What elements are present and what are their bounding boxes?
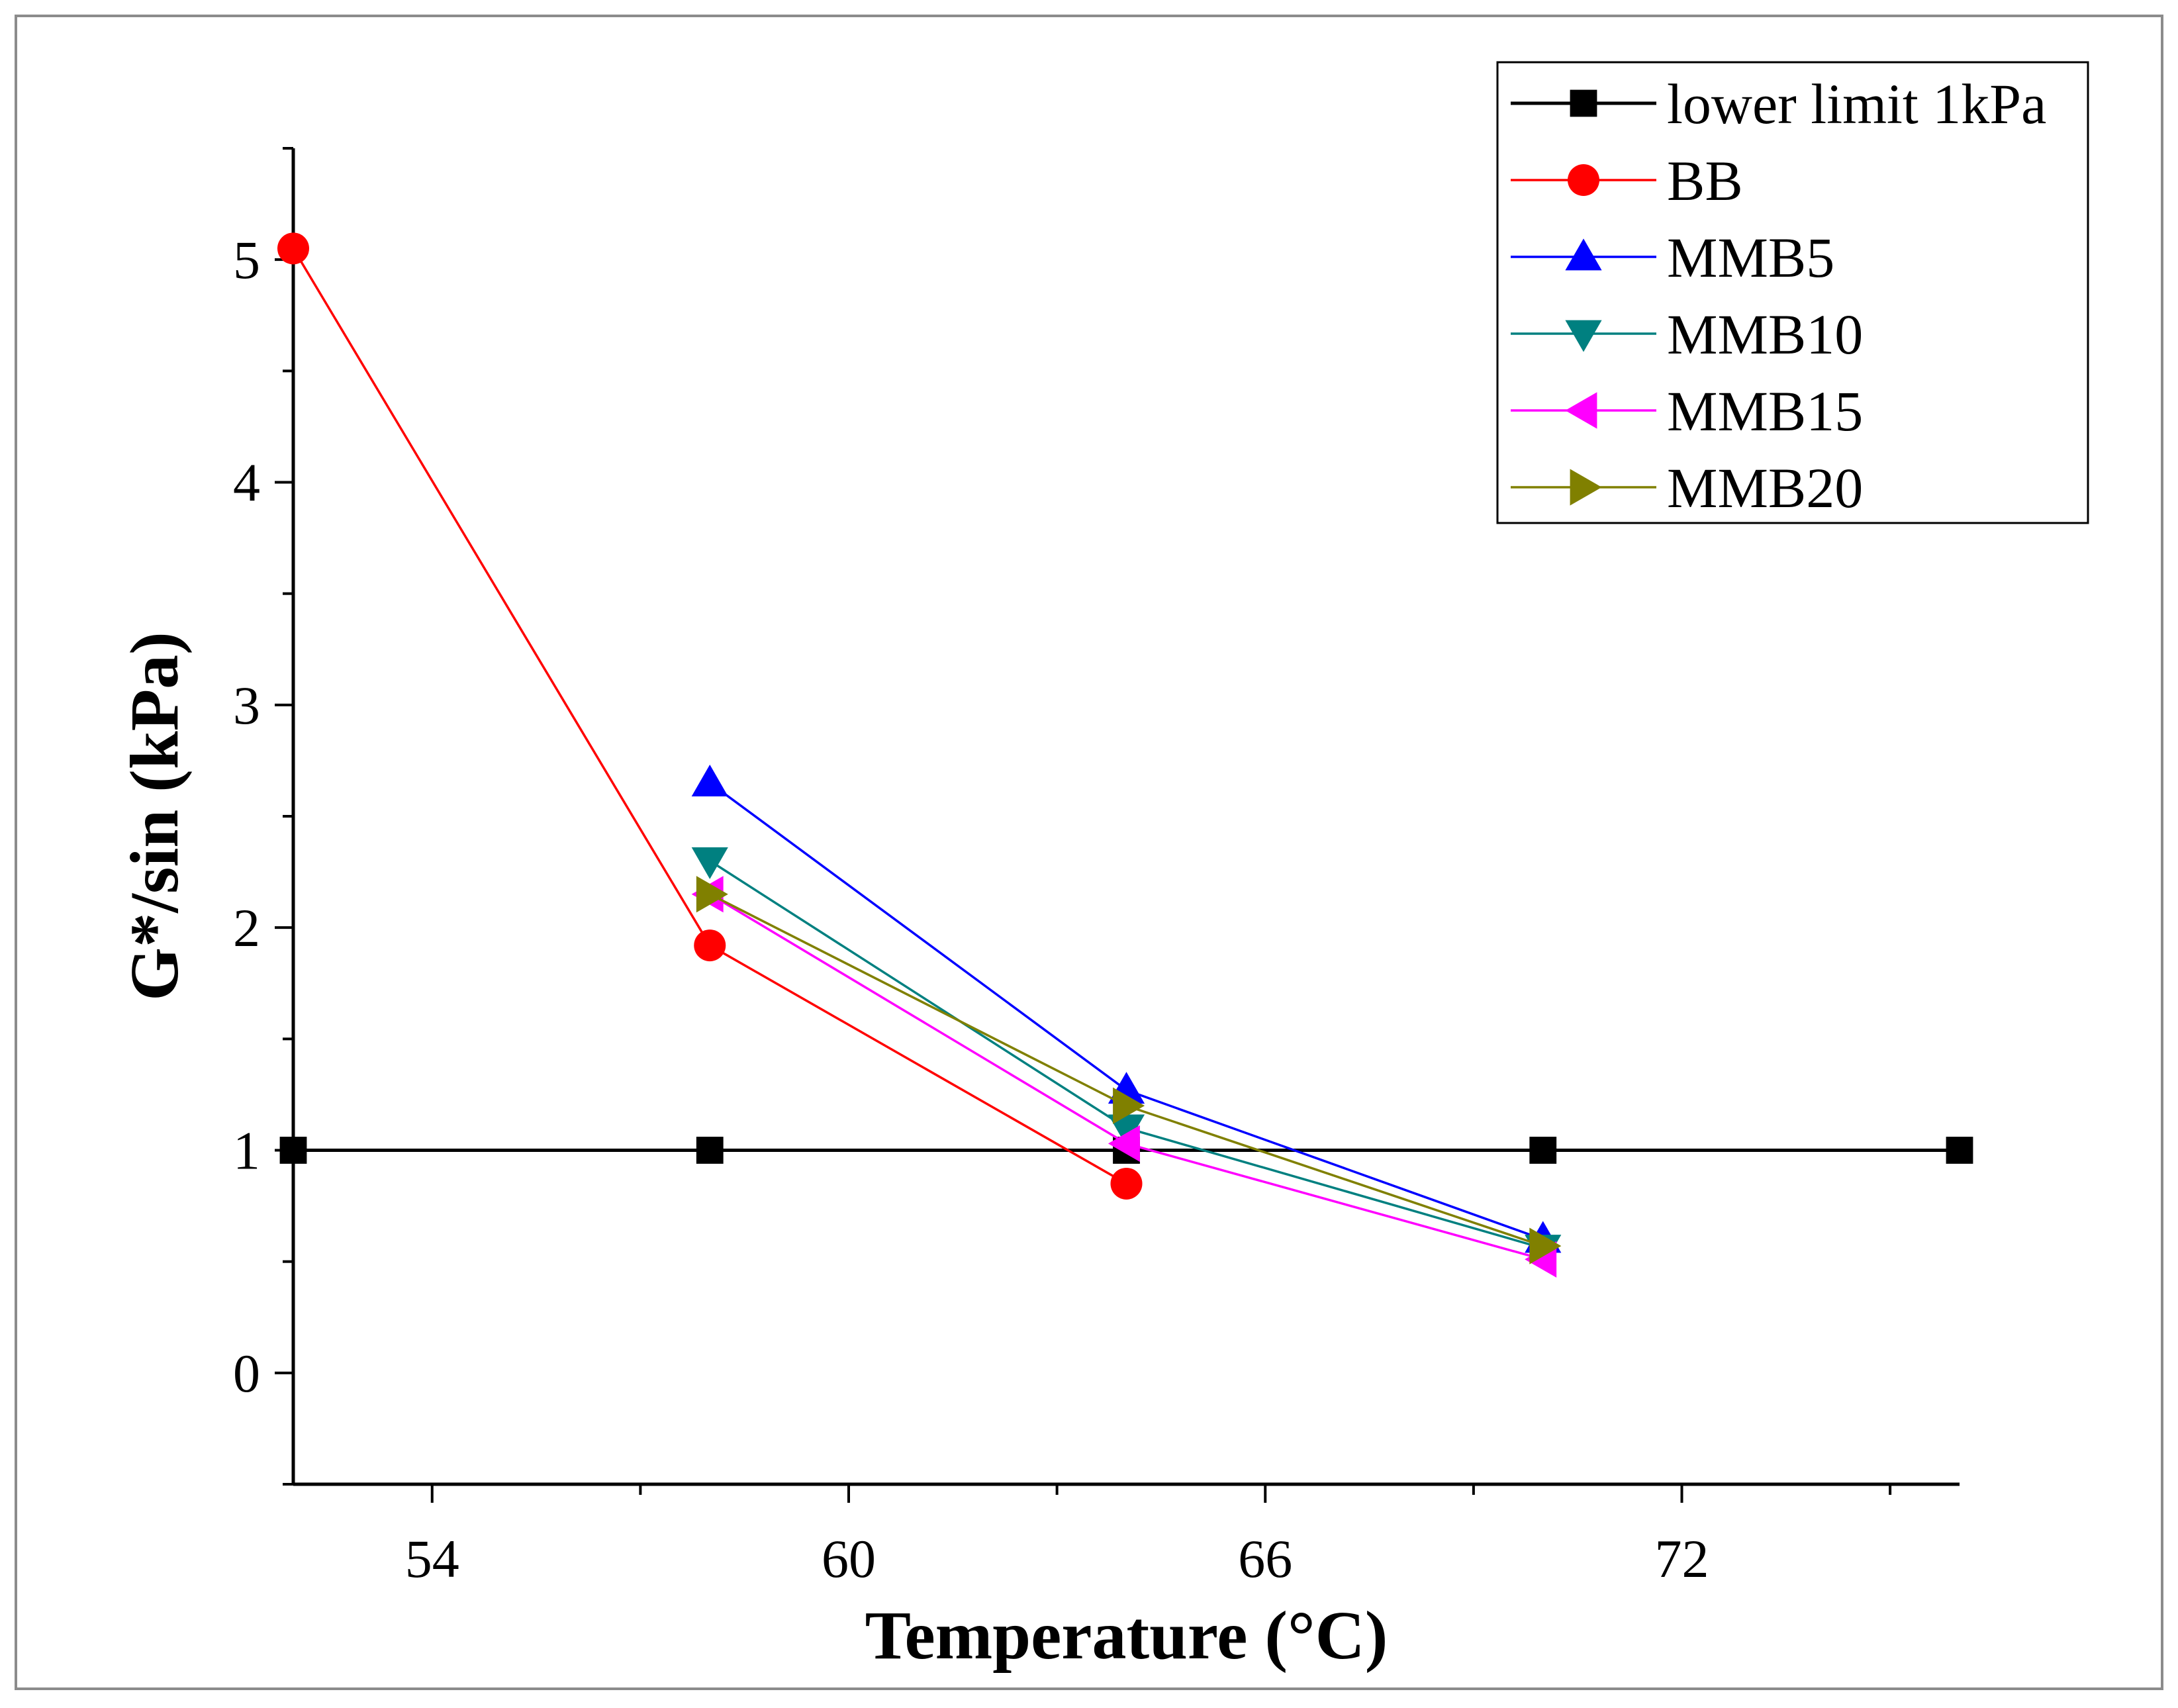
data-point bbox=[1110, 1167, 1143, 1200]
y-tick-label: 2 bbox=[233, 898, 260, 958]
data-point bbox=[1108, 1125, 1140, 1162]
legend-label: MMB20 bbox=[1667, 456, 1863, 520]
legend-label: lower limit 1kPa bbox=[1667, 72, 2046, 136]
data-point bbox=[1108, 1114, 1145, 1147]
data-point bbox=[279, 1137, 307, 1164]
legend-item: MMB10 bbox=[1511, 303, 1863, 366]
legend-item: MMB5 bbox=[1511, 226, 1834, 289]
data-point bbox=[1529, 1227, 1562, 1264]
legend-label: MMB10 bbox=[1667, 303, 1863, 366]
y-tick-label: 3 bbox=[233, 675, 260, 735]
legend-box bbox=[1496, 61, 2089, 524]
legend-label: MMB5 bbox=[1667, 226, 1834, 289]
legend-marker bbox=[1565, 320, 1602, 352]
y-tick-label: 4 bbox=[233, 453, 260, 513]
legend-marker bbox=[1568, 164, 1599, 196]
legend-label: BB bbox=[1667, 149, 1743, 213]
data-point bbox=[1529, 1137, 1557, 1164]
legend-marker bbox=[1570, 89, 1597, 117]
series-bb bbox=[277, 232, 1143, 1200]
data-point bbox=[1113, 1087, 1145, 1124]
series-mmb20 bbox=[696, 876, 1562, 1264]
x-axis-title: Temperature (°C) bbox=[865, 1597, 1388, 1674]
legend-marker bbox=[1565, 392, 1597, 429]
axes: 0 1 2 3 4 5 54 60 66 72 Temperature (°C) G*/sin (kP… bbox=[117, 147, 1960, 1674]
legend-item: MMB20 bbox=[1511, 456, 1863, 520]
y-tick-label: 0 bbox=[233, 1343, 260, 1403]
legend-marker bbox=[1570, 469, 1602, 506]
data-point bbox=[1946, 1137, 1973, 1164]
legend-marker bbox=[1565, 238, 1602, 271]
data-point bbox=[691, 764, 728, 796]
legend-item: MMB15 bbox=[1511, 379, 1863, 443]
y-tick-label: 1 bbox=[233, 1121, 260, 1181]
data-point bbox=[694, 929, 726, 962]
legend: lower limit 1kPa BB MMB5 MMB10 MMB15 MMB20 bbox=[1496, 61, 2089, 524]
data-point bbox=[277, 232, 309, 265]
legend-item: lower limit 1kPa bbox=[1511, 72, 2046, 136]
series-group bbox=[277, 232, 1973, 1278]
legend-item: BB bbox=[1511, 149, 1743, 213]
x-tick-label: 72 bbox=[1655, 1529, 1709, 1589]
legend-label: MMB15 bbox=[1667, 379, 1863, 443]
y-tick-label: 5 bbox=[233, 230, 260, 290]
x-tick-label: 54 bbox=[405, 1529, 459, 1589]
x-tick-label: 66 bbox=[1238, 1529, 1292, 1589]
x-tick-label: 60 bbox=[822, 1529, 876, 1589]
y-axis-title: G*/sin (kPa) bbox=[117, 632, 193, 1001]
data-point bbox=[696, 1137, 724, 1164]
data-point bbox=[691, 847, 728, 879]
data-point bbox=[696, 876, 728, 913]
